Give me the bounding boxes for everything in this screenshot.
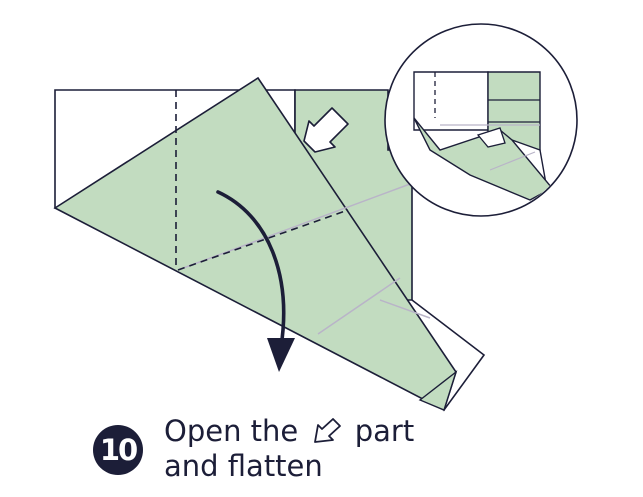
valley-fold-lines: [175, 90, 349, 271]
instruction-text-after: part: [354, 414, 415, 448]
curved-arrow-head: [267, 338, 295, 372]
step-number: 10: [99, 433, 138, 467]
curved-down-arrow-icon: [216, 190, 286, 349]
instruction-text-before: Open the: [164, 414, 299, 448]
detail-inset: [384, 23, 578, 217]
step-number-badge: 10: [93, 425, 143, 475]
hollow-push-arrow-icon: [303, 107, 349, 153]
bottom-small-fold: [418, 370, 458, 411]
instruction-line-2: and flatten: [164, 449, 323, 483]
instruction-line-1: Open the part: [164, 414, 414, 449]
step-instruction: Open the part and flatten: [164, 414, 414, 484]
hollow-push-arrow-icon: [313, 418, 341, 443]
